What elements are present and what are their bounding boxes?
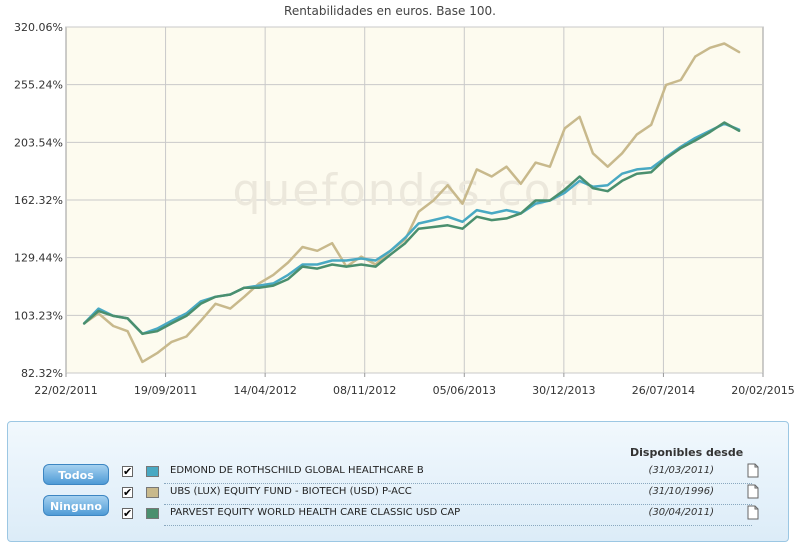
y-tick-label: 162.32% (14, 194, 63, 207)
fund-checkbox[interactable]: ✔ (122, 486, 133, 499)
fund-checkbox[interactable]: ✔ (122, 465, 133, 478)
x-tick-label: 19/09/2011 (134, 384, 197, 397)
series-color-swatch (146, 508, 159, 519)
fund-name: PARVEST EQUITY WORLD HEALTH CARE CLASSIC… (170, 507, 461, 518)
document-icon[interactable] (747, 505, 759, 520)
y-tick-label: 255.24% (14, 79, 63, 92)
y-tick-label: 320.06% (14, 21, 63, 34)
series-lines (82, 42, 741, 364)
fund-row: ✔ UBS (LUX) EQUITY FUND - BIOTECH (USD) … (118, 483, 759, 505)
fund-name: EDMOND DE ROTHSCHILD GLOBAL HEALTHCARE B (170, 465, 424, 476)
x-tick-label: 30/12/2013 (532, 384, 595, 397)
x-tick-label: 20/02/2015 (731, 384, 794, 397)
available-since-date: (31/03/2011) (648, 465, 714, 476)
y-axis-labels: 320.06% 255.24% 203.54% 162.32% 129.44% 103.2… (14, 21, 63, 380)
x-tick-label: 26/07/2014 (632, 384, 695, 397)
document-icon[interactable] (747, 463, 759, 478)
series-color-swatch (146, 466, 159, 477)
performance-chart: quefondes.com 320.06% 255.24% 203.54% 162.3… (14, 4, 795, 397)
y-tick-label: 82.32% (21, 367, 63, 380)
select-all-button[interactable]: Todos (43, 464, 109, 485)
grid-lines (65, 26, 764, 377)
chart-title: Rentabilidades en euros. Base 100. (284, 4, 496, 18)
select-none-button[interactable]: Ninguno (43, 495, 109, 516)
fund-checkbox[interactable]: ✔ (122, 507, 133, 520)
available-since-date: (31/10/1996) (648, 486, 714, 497)
y-tick-label: 129.44% (14, 252, 63, 265)
available-since-date: (30/04/2011) (648, 507, 714, 518)
y-tick-label: 103.23% (14, 309, 63, 322)
available-since-header: Disponibles desde (630, 446, 744, 459)
x-tick-label: 14/04/2012 (233, 384, 296, 397)
x-axis-labels: 22/02/2011 19/09/2011 14/04/2012 08/11/2012… (34, 384, 794, 397)
series-color-swatch (146, 487, 159, 498)
x-tick-label: 05/06/2013 (433, 384, 496, 397)
watermark: quefondes.com (232, 165, 597, 216)
series-line-2 (82, 42, 741, 364)
x-tick-label: 22/02/2011 (34, 384, 97, 397)
fund-row: ✔ EDMOND DE ROTHSCHILD GLOBAL HEALTHCARE… (118, 462, 759, 484)
fund-name: UBS (LUX) EQUITY FUND - BIOTECH (USD) P-… (170, 486, 412, 497)
document-icon[interactable] (747, 484, 759, 499)
y-tick-label: 203.54% (14, 136, 63, 149)
fund-row: ✔ PARVEST EQUITY WORLD HEALTH CARE CLASS… (118, 504, 759, 526)
series-line-1 (82, 122, 741, 336)
fund-selector-panel: Disponibles desde Todos Ninguno ✔ EDMOND… (7, 421, 789, 542)
x-tick-label: 08/11/2012 (333, 384, 396, 397)
series-line-3 (82, 121, 741, 336)
